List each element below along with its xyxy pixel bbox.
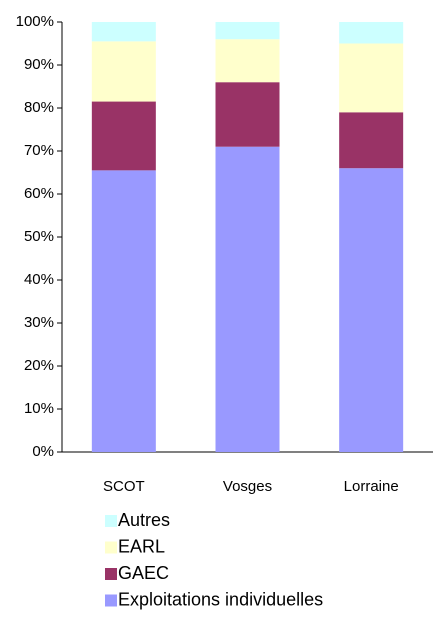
- bar-segment: [91, 41, 156, 102]
- bar-segment: [339, 22, 404, 44]
- y-tick-label: 10%: [24, 400, 54, 417]
- y-tick-label: 40%: [24, 271, 54, 288]
- legend-swatch: [105, 568, 117, 580]
- bar-segment: [91, 170, 156, 452]
- x-tick-label: Vosges: [223, 478, 272, 495]
- bar-segment: [339, 168, 404, 452]
- bar-segment: [215, 146, 280, 452]
- y-tick-label: 100%: [16, 13, 54, 30]
- legend-swatch: [105, 541, 117, 554]
- x-tick-label: Lorraine: [344, 478, 399, 495]
- y-tick-label: 20%: [24, 357, 54, 374]
- y-tick-label: 80%: [24, 99, 54, 116]
- bar-segment: [339, 43, 404, 113]
- legend-swatch: [105, 594, 117, 607]
- y-tick-label: 70%: [24, 142, 54, 159]
- y-tick-label: 50%: [24, 228, 54, 245]
- y-tick-label: 90%: [24, 56, 54, 73]
- y-tick-label: 60%: [24, 185, 54, 202]
- legend-label: GAEC: [118, 563, 169, 583]
- x-tick-label: SCOT: [103, 478, 145, 495]
- bar-segment: [215, 22, 280, 40]
- bar-segment: [91, 22, 156, 42]
- bar-segment: [215, 82, 280, 147]
- bar-segment: [91, 101, 156, 171]
- legend-swatch: [105, 515, 117, 527]
- legend-label: Autres: [118, 510, 170, 530]
- y-tick-label: 0%: [32, 443, 54, 460]
- bar-segment: [339, 112, 404, 169]
- bar-segment: [215, 39, 280, 83]
- y-tick-label: 30%: [24, 314, 54, 331]
- legend-label: Exploitations individuelles: [118, 589, 323, 609]
- legend-label: EARL: [118, 536, 165, 556]
